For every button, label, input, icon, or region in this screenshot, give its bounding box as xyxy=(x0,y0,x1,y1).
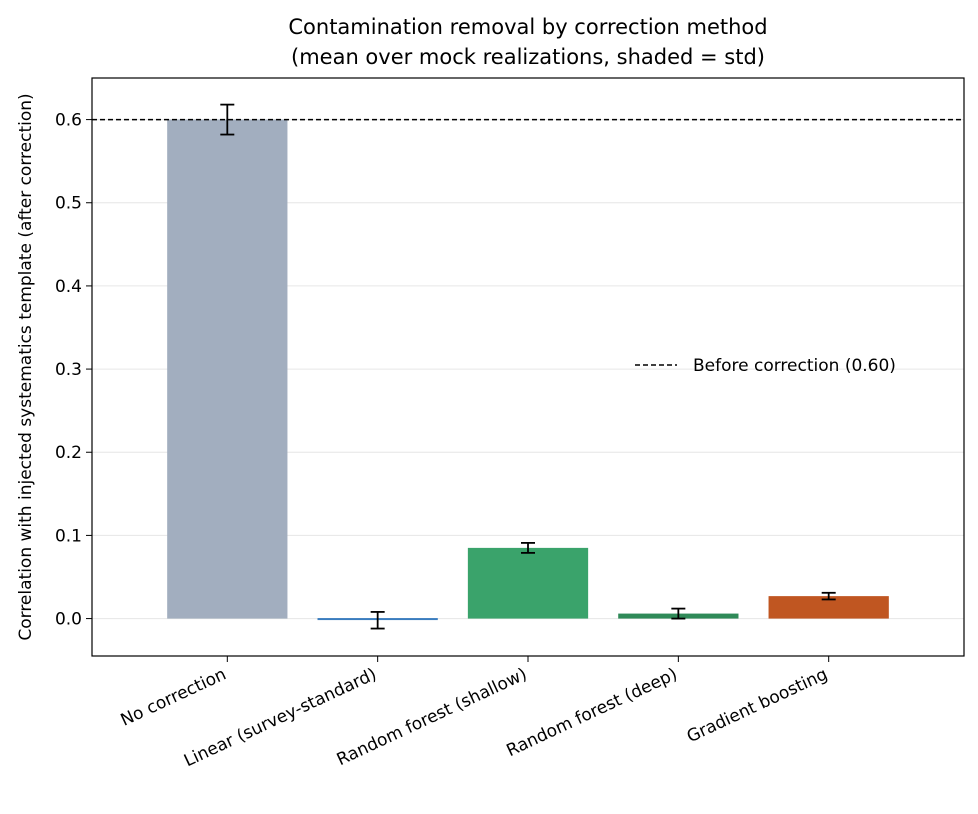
error-bars xyxy=(220,103,836,630)
y-axis: 0.0 0.1 0.2 0.3 0.4 0.5 0.6 xyxy=(55,111,92,630)
y-tick-label: 0.1 xyxy=(55,526,82,546)
bar xyxy=(467,547,589,619)
legend: Before correction (0.60) xyxy=(635,356,896,376)
y-tick-label: 0.4 xyxy=(55,277,82,297)
y-axis-label: Correlation with injected systematics te… xyxy=(16,93,36,640)
x-tick-label: No correction xyxy=(118,664,230,730)
x-tick-label: Gradient boosting xyxy=(684,664,831,747)
chart-title-line1: Contamination removal by correction meth… xyxy=(288,15,767,39)
bar xyxy=(768,596,889,619)
legend-label: Before correction (0.60) xyxy=(693,356,896,376)
y-tick-label: 0.2 xyxy=(55,443,82,463)
bar xyxy=(167,119,288,619)
chart-title-line2: (mean over mock realizations, shaded = s… xyxy=(291,45,765,69)
y-tick-label: 0.6 xyxy=(55,111,82,131)
x-tick-label: Random forest (deep) xyxy=(503,664,680,761)
y-tick-label: 0.5 xyxy=(55,194,82,214)
y-tick-label: 0.3 xyxy=(55,360,82,380)
y-tick-label: 0.0 xyxy=(55,610,82,630)
